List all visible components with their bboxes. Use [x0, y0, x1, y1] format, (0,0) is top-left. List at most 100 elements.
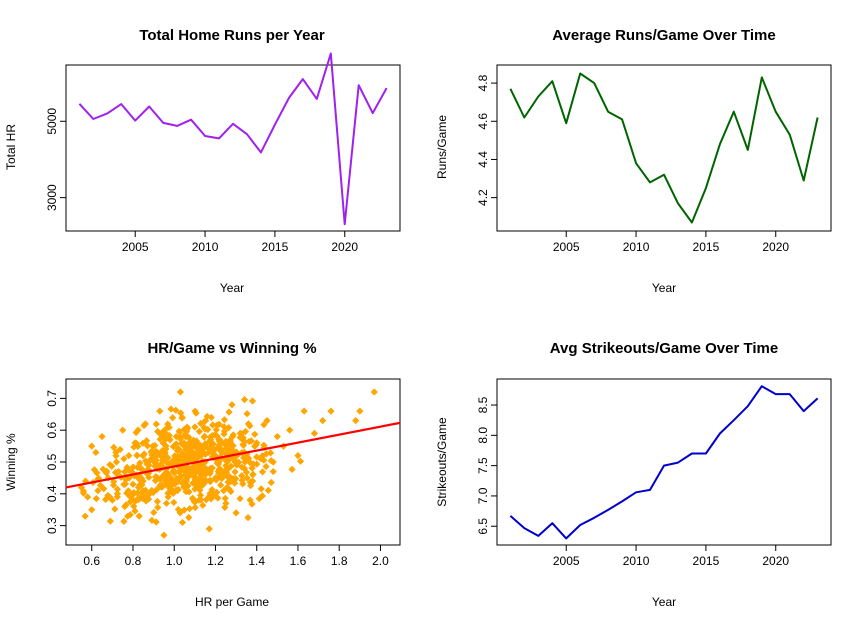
scatter-point [164, 489, 172, 497]
x-tick-label: 2005 [553, 240, 580, 254]
scatter-point [151, 441, 159, 450]
scatter-point [153, 465, 161, 473]
scatter-point [203, 412, 211, 421]
scatter-point [167, 485, 175, 493]
scatter-point [141, 486, 150, 494]
scatter-point [221, 469, 230, 477]
scatter-point [175, 428, 184, 436]
scatter-point [81, 512, 89, 520]
scatter-point [260, 456, 268, 464]
scatter-point [193, 454, 201, 462]
scatter-point [262, 462, 270, 471]
scatter-point [112, 452, 120, 460]
panel-strikeouts: Avg Strikeouts/Game Over Time Year Strik… [435, 340, 832, 609]
scatter-point [196, 491, 205, 499]
x-tick-label: 1.6 [290, 554, 307, 568]
x-tick-label: 0.8 [125, 554, 142, 568]
scatter-point [224, 484, 232, 492]
scatter-point [142, 457, 150, 465]
scatter-point [240, 438, 249, 446]
scatter-point [171, 452, 179, 460]
panel-average-runs: Average Runs/Game Over Time Year Runs/Ga… [435, 27, 832, 295]
scatter-point [221, 440, 229, 448]
scatter-point [225, 424, 233, 432]
scatter-point [243, 410, 251, 418]
scatter-point [257, 455, 265, 463]
scatter-point [178, 518, 187, 527]
plot-area: 2005 2010 2015 2020 3000 5000 [45, 52, 401, 254]
scatter-point [182, 445, 190, 453]
scatter-point [93, 469, 101, 477]
scatter-point [185, 471, 193, 479]
y-tick-label: 4.6 [476, 113, 490, 130]
scatter-point [143, 460, 151, 468]
scatter-point [207, 495, 215, 503]
scatter-point [162, 499, 171, 507]
plot-area: 0.6 0.8 1.0 1.2 1.4 1.6 1.8 2.0 0.3 0.4 0.5 0.6 0.7 [45, 378, 401, 568]
scatter-point [182, 481, 191, 490]
scatter-point [213, 488, 221, 496]
scatter-point [209, 421, 217, 429]
scatter-point [135, 512, 143, 520]
scatter-point [164, 454, 172, 462]
scatter-point [189, 469, 197, 478]
x-tick-label: 2020 [762, 554, 789, 568]
scatter-point [79, 487, 88, 495]
scatter-point [263, 417, 271, 425]
scatter-point [288, 465, 296, 473]
scatter-point [161, 448, 169, 456]
scatter-point [223, 444, 231, 452]
scatter-point [173, 447, 181, 455]
scatter-point [134, 442, 142, 450]
scatter-point [113, 485, 122, 493]
plot-area: 2005 2010 2015 2020 4.2 4.4 4.6 4.8 [476, 64, 832, 254]
scatter-point [170, 469, 179, 477]
series-line [78, 52, 388, 226]
x-tick-label: 2005 [553, 554, 580, 568]
scatter-point [239, 480, 247, 488]
y-tick-label: 4.2 [476, 189, 490, 206]
scatter-point [147, 454, 156, 463]
scatter-point [199, 501, 207, 509]
scatter-point [286, 426, 294, 434]
scatter-point [214, 494, 222, 502]
scatter-point [225, 408, 233, 416]
scatter-point [88, 442, 96, 450]
scatter-point [160, 531, 168, 539]
scatter-point [319, 417, 327, 425]
y-axis-label: Strikeouts/Game [435, 417, 449, 507]
chart-title: Average Runs/Game Over Time [552, 27, 775, 44]
scatter-point [159, 457, 167, 465]
scatter-point [220, 423, 228, 431]
scatter-point [205, 525, 213, 533]
plot-frame [496, 64, 832, 232]
scatter-point [169, 414, 177, 422]
y-tick-label: 6.5 [476, 518, 490, 535]
scatter-point [92, 448, 100, 457]
scatter-point [253, 460, 261, 468]
x-tick-label: 2005 [122, 240, 149, 254]
scatter-point [215, 441, 223, 449]
scatter-point [219, 472, 228, 480]
scatter-point [156, 435, 164, 443]
scatter-point [172, 432, 180, 441]
scatter-point [148, 486, 156, 495]
scatter-point [136, 459, 144, 467]
scatter-point [94, 487, 102, 495]
scatter-point [222, 437, 230, 445]
scatter-point [98, 432, 106, 441]
scatter-point [123, 473, 131, 481]
scatter-point [237, 430, 246, 438]
scatter-point [154, 503, 162, 512]
series-line [509, 385, 819, 540]
scatter-point [139, 452, 147, 460]
y-axis-label: Total HR [4, 124, 18, 170]
scatter-point [186, 454, 194, 462]
scatter-point [244, 513, 252, 522]
scatter-point [264, 486, 272, 494]
x-tick-label: 2010 [192, 240, 219, 254]
x-tick-label: 2015 [693, 554, 720, 568]
scatter-point [200, 417, 209, 426]
scatter-point [213, 459, 221, 467]
